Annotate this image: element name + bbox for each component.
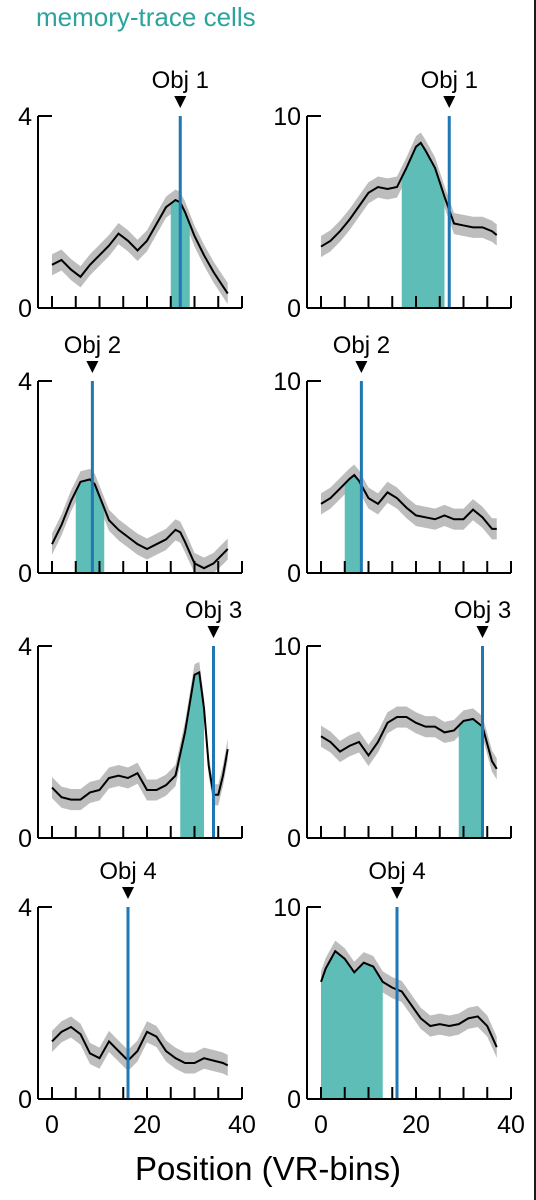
y-tick-label: 4 — [18, 368, 32, 396]
object-label: Obj 2 — [64, 332, 121, 359]
panel-2-1: Obj 2 4 0 — [18, 332, 243, 588]
figure-header: memory-trace cells — [36, 2, 256, 32]
panel-3-1: Obj 3 4 0 — [18, 597, 243, 853]
panel-3-2: Obj 3 10 0 — [273, 597, 512, 853]
firing-field-fill — [321, 951, 383, 1099]
object-label: Obj 4 — [368, 858, 425, 885]
y-tick-label: 0 — [287, 295, 301, 323]
object-triangle-icon — [443, 96, 456, 108]
object-triangle-icon — [476, 626, 489, 638]
firing-field-fill — [180, 672, 204, 838]
y-tick-label: 0 — [287, 1086, 301, 1114]
object-label: Obj 1 — [421, 67, 478, 94]
panel-4-2: Obj 4 10 00 20 40 — [273, 858, 525, 1139]
mean-trace — [51, 1025, 229, 1067]
object-label: Obj 4 — [99, 858, 156, 885]
object-label: Obj 3 — [185, 597, 242, 624]
object-triangle-icon — [355, 361, 368, 373]
firing-field-fill — [401, 143, 445, 308]
object-label: Obj 2 — [333, 332, 390, 359]
mean-trace — [51, 670, 229, 801]
y-tick-label: 4 — [18, 894, 32, 922]
mean-trace — [51, 198, 229, 295]
y-tick-label: 0 — [18, 295, 32, 323]
firing-field-fill — [458, 718, 483, 838]
x-tick-label: 20 — [402, 1111, 430, 1139]
y-tick-label: 10 — [273, 103, 301, 131]
x-tick-label: 40 — [497, 1111, 525, 1139]
y-tick-label: 0 — [287, 825, 301, 853]
y-tick-label: 0 — [18, 825, 32, 853]
object-label: Obj 3 — [454, 597, 511, 624]
image-right-edge — [534, 0, 536, 1200]
sem-band — [321, 706, 497, 780]
y-tick-label: 0 — [18, 560, 32, 588]
mean-trace — [320, 716, 498, 770]
x-tick-label: 40 — [228, 1111, 256, 1139]
x-axis-title: Position (VR-bins) — [135, 1150, 401, 1187]
object-triangle-icon — [86, 361, 99, 373]
x-tick-label: 20 — [133, 1111, 161, 1139]
object-triangle-icon — [207, 626, 220, 638]
firing-field-fill — [75, 479, 105, 573]
x-tick-label: 0 — [45, 1111, 59, 1139]
y-tick-label: 10 — [273, 633, 301, 661]
y-tick-label: 10 — [273, 368, 301, 396]
panel-1-1: Obj 1 4 0 — [18, 67, 243, 323]
mean-trace — [320, 949, 498, 1048]
y-tick-label: 4 — [18, 633, 32, 661]
y-tick-label: 0 — [18, 1086, 32, 1114]
mean-trace — [320, 141, 498, 248]
sem-band — [321, 464, 497, 540]
object-triangle-icon — [391, 887, 403, 899]
mean-trace — [320, 473, 497, 530]
mean-trace — [51, 478, 229, 570]
y-tick-label: 10 — [273, 894, 301, 922]
x-tick-label: 0 — [314, 1111, 328, 1139]
object-triangle-icon — [122, 887, 134, 899]
object-triangle-icon — [174, 96, 187, 108]
firing-field-fill — [344, 475, 362, 573]
sem-band — [321, 132, 497, 258]
panel-2-2: Obj 2 10 0 — [273, 332, 512, 588]
panel-1-2: Obj 1 10 0 — [273, 67, 512, 323]
object-label: Obj 1 — [152, 67, 209, 94]
sem-band — [52, 661, 228, 811]
y-tick-label: 4 — [18, 103, 32, 131]
y-tick-label: 0 — [287, 560, 301, 588]
